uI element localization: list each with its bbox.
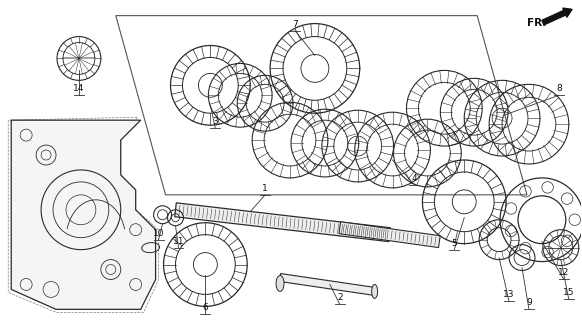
Polygon shape [11,120,155,309]
Polygon shape [339,222,440,248]
Text: 14: 14 [73,84,84,93]
Text: 2: 2 [337,293,343,302]
Text: 13: 13 [503,290,515,300]
Text: 7: 7 [292,20,298,28]
Text: 15: 15 [563,288,574,297]
Ellipse shape [276,276,284,292]
Text: FR.: FR. [527,18,546,28]
Ellipse shape [372,284,378,298]
Text: 9: 9 [526,298,532,307]
Polygon shape [279,274,375,295]
Text: 10: 10 [153,229,164,238]
FancyArrow shape [542,8,572,25]
Text: 5: 5 [452,239,457,248]
Text: 4: 4 [411,174,417,183]
Polygon shape [175,203,391,242]
Text: 3: 3 [212,117,218,126]
Text: 11: 11 [173,236,184,246]
Text: 12: 12 [558,268,570,277]
Text: 6: 6 [203,303,208,312]
Text: 1: 1 [262,184,268,193]
Text: 8: 8 [556,84,562,93]
